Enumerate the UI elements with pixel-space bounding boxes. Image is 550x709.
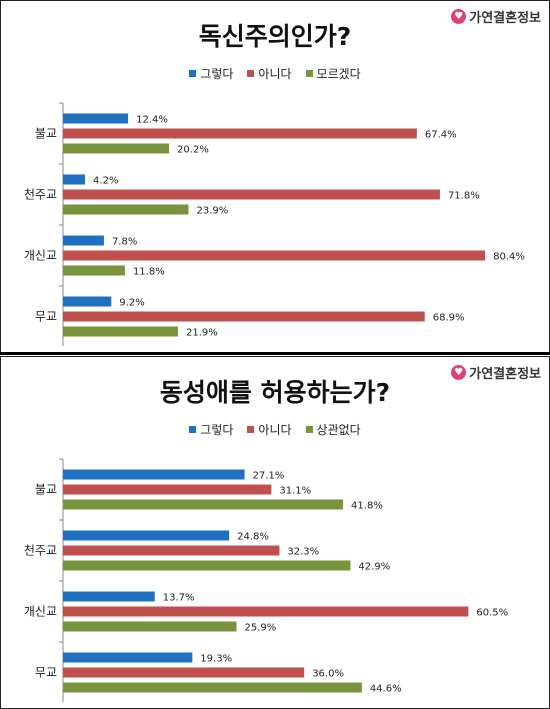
bar bbox=[63, 326, 178, 337]
bar bbox=[63, 560, 351, 571]
legend-item: 아니다 bbox=[247, 421, 292, 438]
bar bbox=[63, 484, 272, 495]
bar bbox=[63, 469, 245, 480]
chart-legend: 그렇다 아니다 상관없다 bbox=[1, 421, 549, 438]
legend-label: 그렇다 bbox=[200, 423, 234, 437]
bar-chart: 불교 12.4% 67.4% 20.2% 천주교 4.2% 71.8% 23.9% 개신교 7.8… bbox=[24, 102, 525, 346]
panel-divider bbox=[0, 352, 550, 355]
data-label: 11.8% bbox=[133, 267, 165, 278]
legend-swatch bbox=[247, 70, 255, 77]
category-label: 천주교 bbox=[24, 187, 57, 202]
category-label: 무교 bbox=[35, 666, 57, 680]
brand-icon: ♥ bbox=[451, 9, 467, 24]
category-label: 개신교 bbox=[24, 249, 57, 263]
data-label: 67.4% bbox=[425, 130, 457, 141]
legend-label: 모르겠다 bbox=[316, 67, 361, 81]
bar bbox=[63, 311, 425, 322]
chart-legend: 그렇다 아니다 모르겠다 bbox=[1, 65, 549, 82]
brand-icon: ♥ bbox=[451, 365, 467, 380]
data-label: 27.1% bbox=[253, 471, 285, 482]
data-label: 44.6% bbox=[370, 684, 402, 695]
data-label: 20.2% bbox=[177, 145, 209, 156]
legend-swatch bbox=[305, 70, 313, 77]
data-label: 19.3% bbox=[200, 654, 232, 665]
legend-item: 그렇다 bbox=[189, 421, 233, 438]
bar bbox=[63, 296, 112, 307]
legend-swatch bbox=[305, 426, 313, 433]
bar bbox=[63, 545, 280, 556]
bar bbox=[63, 250, 486, 261]
data-label: 31.1% bbox=[279, 486, 311, 497]
data-label: 21.9% bbox=[186, 328, 218, 339]
legend-label: 상관없다 bbox=[316, 423, 361, 437]
data-label: 12.4% bbox=[136, 115, 168, 126]
legend-label: 그렇다 bbox=[200, 67, 234, 81]
chart-title: 동성애를 허용하는가? bbox=[159, 378, 391, 407]
bar bbox=[63, 265, 125, 276]
data-label: 42.9% bbox=[358, 562, 390, 573]
category-label: 개신교 bbox=[24, 605, 57, 619]
data-label: 4.2% bbox=[93, 176, 118, 187]
bar-chart: 불교 27.1% 31.1% 41.8% 천주교 24.8% 32.3% 42.9% 개신교 13… bbox=[24, 458, 508, 702]
data-label: 24.8% bbox=[237, 532, 269, 543]
data-label: 32.3% bbox=[287, 547, 319, 558]
bar bbox=[63, 606, 469, 617]
bar bbox=[63, 235, 104, 246]
data-label: 25.9% bbox=[245, 623, 277, 634]
legend-swatch bbox=[189, 426, 197, 433]
legend-item: 그렇다 bbox=[189, 65, 233, 82]
data-label: 13.7% bbox=[163, 593, 195, 604]
legend-item: 상관없다 bbox=[305, 421, 361, 438]
brand-logo: ♥ 가연결혼정보 bbox=[451, 363, 541, 382]
bar bbox=[63, 530, 230, 541]
legend-label: 아니다 bbox=[258, 67, 292, 81]
legend-swatch bbox=[189, 70, 197, 77]
legend-label: 아니다 bbox=[258, 423, 292, 437]
data-label: 23.9% bbox=[196, 206, 228, 217]
category-label: 무교 bbox=[35, 310, 57, 324]
data-label: 60.5% bbox=[476, 608, 508, 619]
bar bbox=[63, 189, 440, 200]
bar bbox=[63, 652, 193, 663]
data-label: 36.0% bbox=[312, 669, 344, 680]
bar bbox=[63, 204, 189, 215]
category-label: 불교 bbox=[35, 483, 57, 497]
legend-item: 모르겠다 bbox=[305, 65, 361, 82]
bar bbox=[63, 174, 86, 185]
bar bbox=[63, 143, 170, 154]
bar bbox=[63, 113, 129, 124]
legend-swatch bbox=[247, 426, 255, 433]
data-label: 9.2% bbox=[119, 298, 144, 309]
category-label: 불교 bbox=[35, 127, 57, 141]
legend-item: 아니다 bbox=[247, 65, 292, 82]
chart-panel-homosexuality: 동성애를 허용하는가? ♥ 가연결혼정보 그렇다 아니다 상관없다 불교 27.1… bbox=[0, 356, 550, 709]
data-label: 68.9% bbox=[433, 313, 465, 324]
data-label: 80.4% bbox=[493, 252, 525, 263]
bar bbox=[63, 591, 155, 602]
chart-title: 독신주의인가? bbox=[198, 22, 352, 51]
bar bbox=[63, 682, 362, 693]
data-label: 41.8% bbox=[351, 501, 383, 512]
data-label: 71.8% bbox=[448, 191, 480, 202]
bar bbox=[63, 499, 344, 510]
bar bbox=[63, 667, 305, 678]
data-label: 7.8% bbox=[112, 237, 137, 248]
brand-name: 가연결혼정보 bbox=[469, 11, 541, 26]
category-label: 천주교 bbox=[24, 543, 57, 558]
bar bbox=[63, 621, 237, 632]
bar bbox=[63, 128, 417, 139]
chart-panel-celibacy: 독신주의인가? ♥ 가연결혼정보 그렇다 아니다 모르겠다 불교 12.4% 67.… bbox=[0, 0, 550, 353]
brand-logo: ♥ 가연결혼정보 bbox=[451, 7, 541, 26]
brand-name: 가연결혼정보 bbox=[469, 367, 541, 382]
